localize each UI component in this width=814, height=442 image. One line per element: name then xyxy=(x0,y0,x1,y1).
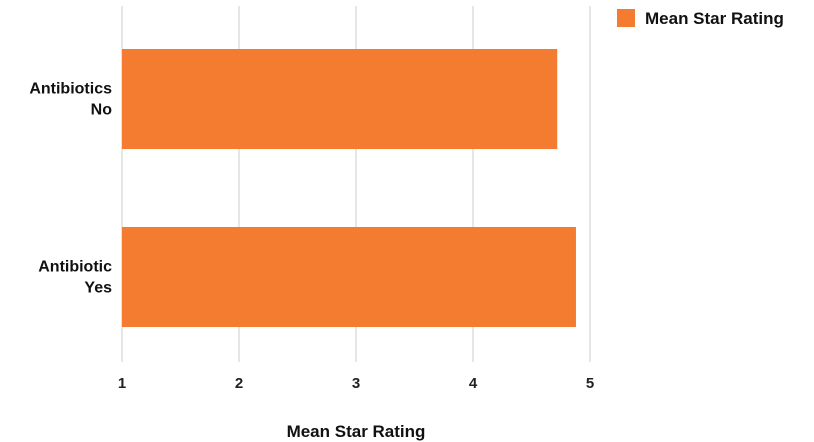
x-tick-label: 4 xyxy=(469,375,478,392)
bar xyxy=(122,49,558,149)
x-tick-labels: 1 2 3 4 5 xyxy=(118,375,594,392)
x-tick-label: 5 xyxy=(586,375,594,392)
category-label: Yes xyxy=(84,280,112,297)
legend-swatch xyxy=(617,9,635,27)
legend: Mean Star Rating xyxy=(617,9,784,28)
category-labels: Antibiotics No Antibiotic Yes xyxy=(29,81,112,297)
x-tick-label: 2 xyxy=(235,375,243,392)
bars xyxy=(122,49,576,327)
category-label: Antibiotic xyxy=(38,259,112,276)
legend-label: Mean Star Rating xyxy=(645,9,784,28)
x-tick-label: 1 xyxy=(118,375,126,392)
x-tick-label: 3 xyxy=(352,375,360,392)
x-axis-title: Mean Star Rating xyxy=(287,422,426,441)
category-label: No xyxy=(91,102,113,119)
category-label: Antibiotics xyxy=(29,81,112,98)
bar xyxy=(122,227,576,327)
